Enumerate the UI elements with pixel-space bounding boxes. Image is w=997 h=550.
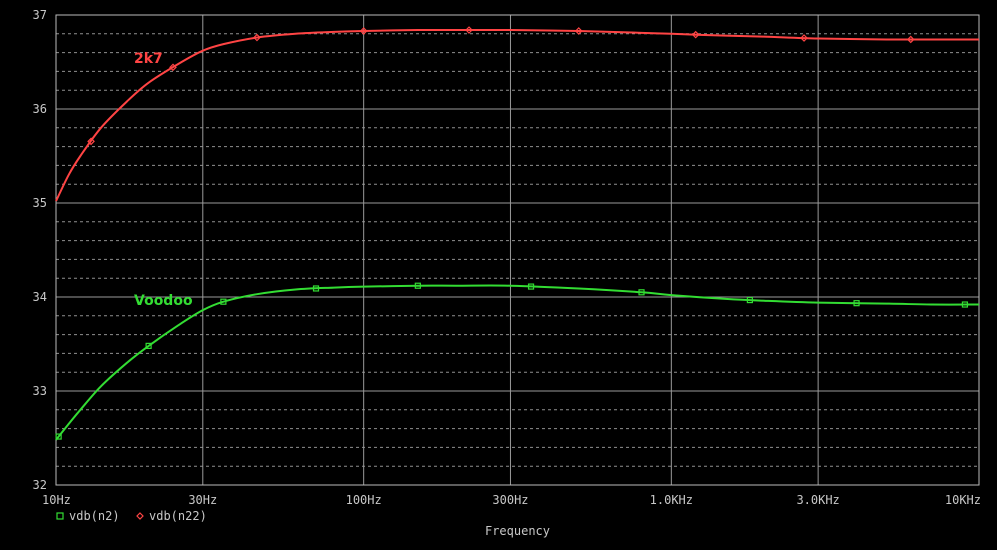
x-tick-label: 300Hz: [492, 493, 528, 507]
x-tick-label: 1.0KHz: [650, 493, 693, 507]
tick-labels: 32 33 34 35 36 37 10Hz 30Hz 100Hz 300Hz 1.0KHz 3.0K…: [33, 8, 981, 507]
x-axis-label: Frequency: [485, 524, 550, 538]
plot-border: [55, 14, 980, 486]
y-tick-label: 35: [33, 196, 47, 210]
data-point-marker: [145, 342, 152, 349]
y-tick-label: 36: [33, 102, 47, 116]
data-point-marker: [691, 30, 700, 39]
y-tick-label: 34: [33, 290, 47, 304]
x-tick-label: 10Hz: [42, 493, 71, 507]
data-point-marker: [87, 137, 95, 146]
legend-marker: [56, 512, 64, 520]
data-point-marker: [906, 35, 915, 44]
series-line-vdb(n22): [55, 28, 979, 202]
data-point-marker: [359, 27, 368, 35]
data-point-marker: [853, 300, 860, 307]
data-point-marker: [414, 282, 421, 289]
legend: vdb(n2) vdb(n22): [56, 509, 207, 523]
x-tick-label: 30Hz: [188, 493, 217, 507]
legend-marker: [136, 512, 144, 520]
data-point-marker: [55, 433, 62, 440]
data-point-marker: [527, 283, 535, 290]
data-point-marker: [169, 63, 177, 72]
data-point-marker: [746, 296, 753, 304]
legend-label: vdb(n22): [149, 509, 207, 523]
y-tick-label: 32: [33, 478, 47, 492]
y-tick-label: 37: [33, 8, 47, 22]
series-layer: 2k7 Voodoo: [55, 26, 980, 441]
data-point-marker: [574, 27, 583, 35]
series-line-vdb(n2): [55, 284, 980, 441]
data-point-marker: [253, 33, 261, 42]
series-annotation: 2k7: [134, 51, 163, 67]
x-tick-label: 100Hz: [346, 493, 382, 507]
y-tick-label: 33: [33, 384, 47, 398]
data-point-marker: [312, 285, 320, 292]
x-tick-label: 3.0KHz: [796, 493, 839, 507]
grid: [55, 14, 980, 486]
data-point-marker: [220, 298, 227, 305]
series-annotation: Voodoo: [134, 293, 193, 309]
legend-label: vdb(n2): [69, 509, 120, 523]
data-point-marker: [800, 34, 808, 42]
data-point-marker: [465, 26, 473, 34]
data-point-marker: [961, 301, 969, 308]
x-tick-label: 10KHz: [945, 493, 981, 507]
data-point-marker: [638, 289, 645, 296]
